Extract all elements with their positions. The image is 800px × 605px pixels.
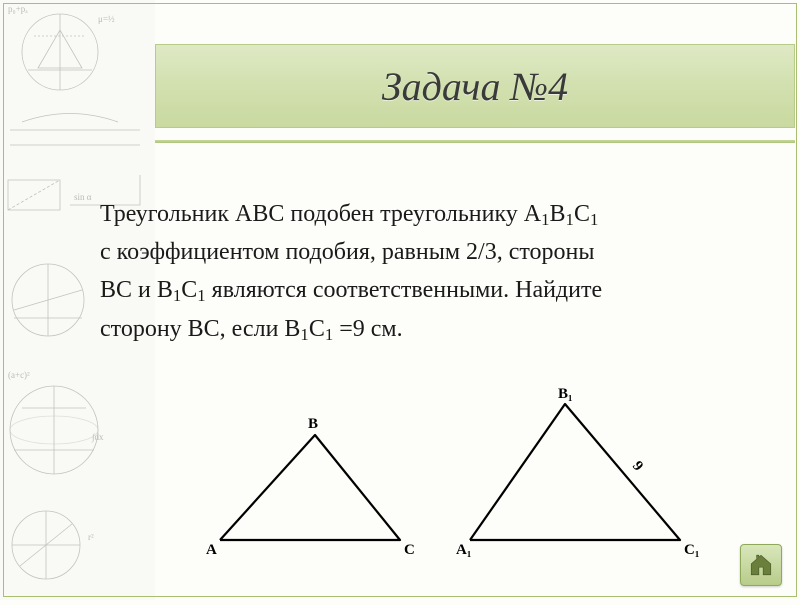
- text: с коэффициентом подобия, равным 2/3, сто…: [100, 234, 740, 270]
- text: С: [574, 201, 590, 227]
- text: ВС и В: [100, 277, 173, 303]
- svg-text:∫dx: ∫dx: [91, 432, 104, 443]
- svg-text:sin α: sin α: [74, 192, 92, 202]
- text: С: [181, 277, 197, 303]
- svg-text:B: B: [308, 416, 318, 432]
- svg-text:r²: r²: [88, 532, 94, 542]
- svg-text:9: 9: [629, 458, 646, 474]
- svg-text:C: C: [404, 542, 415, 558]
- text: =9 см.: [333, 316, 402, 342]
- text: С: [309, 316, 325, 342]
- slide-title: Задача №4: [382, 63, 568, 110]
- text: Треугольник АВС подобен треугольнику А: [100, 201, 541, 227]
- title-underline: [155, 140, 795, 143]
- text: являются соответственными. Найдите: [206, 277, 602, 303]
- home-icon: [748, 552, 774, 578]
- problem-text: Треугольник АВС подобен треугольнику А1В…: [100, 196, 740, 349]
- text: В: [550, 201, 566, 227]
- text: сторону ВС, если В: [100, 316, 300, 342]
- svg-text:C₁: C₁: [684, 542, 699, 558]
- svg-text:μ=½: μ=½: [98, 14, 115, 24]
- home-button[interactable]: [740, 544, 782, 586]
- svg-text:(a+c)²: (a+c)²: [8, 370, 30, 380]
- svg-text:p₀+pₐ: p₀+pₐ: [8, 4, 28, 14]
- svg-text:A: A: [206, 542, 217, 558]
- svg-text:B₁: B₁: [558, 386, 573, 402]
- title-bar: Задача №4: [155, 44, 795, 128]
- triangles-diagram: A B C A₁ B₁ C₁ 9: [180, 380, 700, 570]
- svg-text:A₁: A₁: [456, 542, 471, 558]
